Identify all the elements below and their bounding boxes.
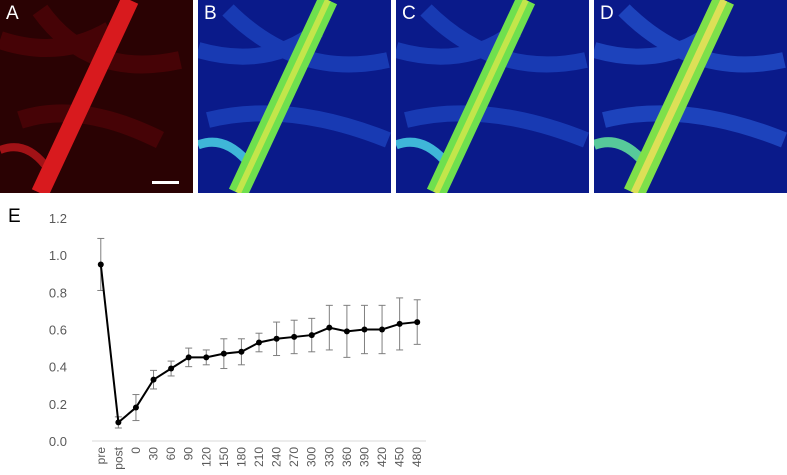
x-tick-label: 120 <box>199 447 213 467</box>
panel-e-letter: E <box>8 206 21 227</box>
panel-c-vessel-image <box>396 0 589 193</box>
panel-a-branch <box>0 143 49 168</box>
data-point <box>168 365 175 372</box>
panel-c-vessel-core <box>433 0 529 193</box>
y-tick-label: 1.0 <box>49 248 67 263</box>
panel-a-vessel-image <box>0 0 193 193</box>
panel-d-image: D <box>594 0 787 193</box>
panel-b-letter: B <box>204 3 217 24</box>
x-tick-label: 330 <box>322 447 336 467</box>
panel-d-branch <box>594 137 646 164</box>
panel-b-vessel-image <box>198 0 391 193</box>
y-axis: 0.0 0.2 0.4 0.6 0.8 1.0 1.2 <box>49 211 67 449</box>
panel-a-letter: A <box>6 3 19 24</box>
panel-a-image: A <box>0 0 193 193</box>
panel-d-vessel-image <box>594 0 787 193</box>
y-tick-label: 0.4 <box>49 360 67 375</box>
data-point <box>203 354 210 361</box>
data-point <box>185 354 192 361</box>
x-tick-label: 480 <box>410 447 424 467</box>
x-tick-label: 150 <box>217 447 231 467</box>
data-point <box>256 339 262 346</box>
chart-e: E 0.0 0.2 0.4 0.6 0.8 1.0 1.2 pre post 0 30 60 90 12… <box>8 206 426 470</box>
y-tick-label: 0.8 <box>49 285 67 300</box>
x-tick-label: 270 <box>287 447 301 467</box>
x-tick-label: 240 <box>270 447 284 467</box>
x-tick-label: 30 <box>147 447 161 461</box>
panel-b-image: B <box>198 0 391 193</box>
x-tick-label: 420 <box>375 447 389 467</box>
panel-b-branch <box>198 137 250 164</box>
y-tick-label: 1.2 <box>49 211 67 226</box>
y-tick-label: 0.2 <box>49 397 67 412</box>
x-tick-label: 450 <box>393 447 407 467</box>
data-point <box>396 320 403 327</box>
x-tick-label: post <box>111 446 125 469</box>
data-point <box>273 335 280 342</box>
data-point <box>414 319 421 326</box>
data-points <box>97 261 421 426</box>
data-point <box>343 328 350 335</box>
panel-b-vessel-core <box>235 0 331 193</box>
x-tick-label: 60 <box>164 447 178 461</box>
panel-b-background <box>198 0 391 193</box>
data-point <box>115 419 122 426</box>
x-tick-label: pre <box>94 447 108 465</box>
y-tick-label: 0.6 <box>49 323 67 338</box>
x-tick-label: 0 <box>129 447 143 454</box>
data-point <box>132 404 139 411</box>
data-point <box>308 332 315 339</box>
data-point <box>150 376 157 383</box>
data-point <box>291 333 298 340</box>
panel-c-branch <box>396 137 448 164</box>
panel-d-letter: D <box>600 3 614 24</box>
data-point <box>326 324 333 331</box>
x-tick-label: 210 <box>252 447 266 467</box>
scale-bar <box>152 181 179 184</box>
y-tick-label: 0.0 <box>49 434 67 449</box>
panel-c-image: C <box>396 0 589 193</box>
error-bars <box>97 237 421 429</box>
x-axis: pre post 0 30 60 90 120 150 180 210 240 270 300 330 36… <box>94 446 424 469</box>
x-tick-label: 90 <box>182 447 196 461</box>
data-point <box>238 348 245 355</box>
x-tick-label: 300 <box>305 447 319 467</box>
x-tick-label: 360 <box>340 447 354 467</box>
x-tick-label: 390 <box>357 447 371 467</box>
panel-c-letter: C <box>402 3 416 24</box>
panel-c-background <box>396 0 589 193</box>
panel-d-vessel-core <box>630 0 728 193</box>
data-point <box>220 350 227 357</box>
x-tick-label: 180 <box>234 447 248 467</box>
data-point <box>97 261 104 268</box>
panel-a-vessel <box>31 0 139 193</box>
data-point <box>379 326 386 333</box>
data-point <box>361 326 368 333</box>
